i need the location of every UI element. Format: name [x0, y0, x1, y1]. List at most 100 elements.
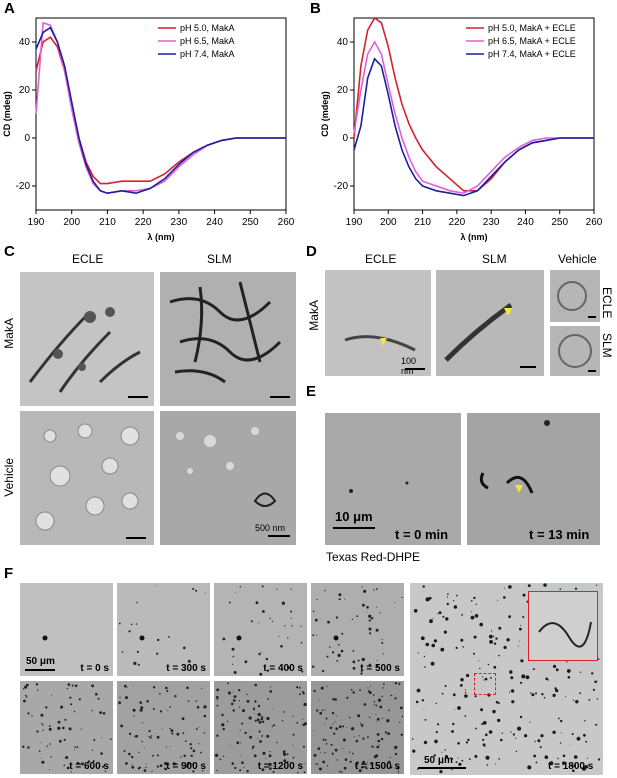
particle	[423, 709, 425, 711]
particle	[221, 713, 224, 717]
particle	[315, 763, 318, 765]
particle	[42, 724, 44, 726]
panel-d-row-maka: MakA	[307, 300, 321, 331]
cd-chart-b: 190 200 210 220 230 240 250 260 -20 0 20 40 λ (nm) CD…	[320, 16, 603, 242]
particle	[25, 696, 28, 698]
frame-time-label: t = 400 s	[263, 663, 303, 674]
particle	[316, 634, 318, 636]
particle	[361, 657, 365, 662]
particle	[228, 757, 230, 758]
particle	[358, 769, 362, 773]
particle	[457, 706, 461, 710]
particle	[40, 742, 42, 744]
x-tick-label: 220	[135, 217, 152, 228]
particle	[136, 601, 138, 604]
particle	[382, 687, 384, 689]
particle	[182, 732, 185, 735]
particle	[361, 586, 363, 588]
particle	[566, 661, 568, 663]
particle	[231, 663, 234, 665]
particle	[365, 764, 368, 766]
particle	[143, 769, 147, 772]
x-tick-label: 220	[449, 217, 466, 228]
particle	[424, 666, 426, 668]
particle	[97, 697, 100, 700]
particle	[195, 728, 198, 730]
particle	[490, 677, 492, 679]
particle	[146, 700, 149, 703]
particle	[128, 732, 132, 736]
tem-vehicle-slm: 500 nm	[160, 411, 296, 545]
particle	[282, 750, 286, 754]
particle	[332, 723, 334, 725]
particle	[363, 589, 367, 593]
particle	[369, 716, 371, 718]
particle	[524, 734, 528, 738]
particle	[183, 754, 186, 757]
particle	[286, 753, 289, 756]
particle	[316, 598, 318, 601]
particle	[389, 756, 391, 759]
particle	[263, 717, 265, 719]
particle	[303, 722, 307, 726]
particle	[368, 663, 372, 666]
particle	[575, 700, 579, 704]
particle	[265, 758, 267, 760]
particle	[159, 693, 161, 695]
particle	[216, 698, 218, 701]
particle	[375, 664, 379, 668]
particle	[48, 727, 52, 731]
particle	[535, 761, 538, 764]
particle	[164, 762, 168, 766]
x-tick-label: 250	[551, 217, 568, 228]
particle	[508, 615, 511, 619]
particle	[459, 684, 463, 687]
particle	[202, 770, 204, 772]
particle	[63, 738, 66, 741]
particle	[148, 735, 150, 738]
particle	[560, 719, 563, 723]
particle	[504, 587, 506, 589]
particle	[234, 766, 237, 770]
particle	[141, 740, 143, 743]
particle	[249, 735, 253, 739]
particle	[350, 689, 353, 691]
particle	[325, 717, 328, 720]
particle	[559, 742, 562, 744]
particle	[164, 767, 167, 771]
particle	[492, 635, 495, 637]
particle	[399, 721, 401, 723]
particle	[529, 721, 531, 723]
particle	[439, 770, 443, 774]
particle	[321, 709, 324, 712]
particle	[498, 702, 500, 705]
particle	[335, 616, 339, 619]
particle	[464, 691, 467, 694]
particle	[186, 762, 190, 766]
particle	[488, 634, 493, 639]
particle	[485, 755, 490, 760]
panel-d-side-slm: SLM	[600, 333, 614, 358]
particle	[520, 624, 521, 626]
particle	[222, 727, 225, 731]
particle	[552, 730, 556, 734]
particle	[266, 716, 270, 721]
particle	[540, 734, 544, 738]
particle	[342, 747, 344, 749]
particle	[256, 718, 260, 721]
particle	[128, 630, 131, 633]
particle	[367, 736, 369, 738]
particle	[328, 646, 331, 648]
particle	[257, 712, 261, 717]
particle	[386, 719, 390, 723]
particle	[421, 699, 425, 702]
particle	[473, 596, 476, 600]
particle	[324, 739, 327, 741]
fluor-t13: t = 13 min	[467, 413, 600, 545]
particle	[521, 674, 526, 679]
particle	[137, 663, 140, 666]
particle	[470, 611, 472, 613]
particle	[592, 688, 595, 691]
particle	[397, 772, 399, 774]
particle	[181, 717, 185, 720]
